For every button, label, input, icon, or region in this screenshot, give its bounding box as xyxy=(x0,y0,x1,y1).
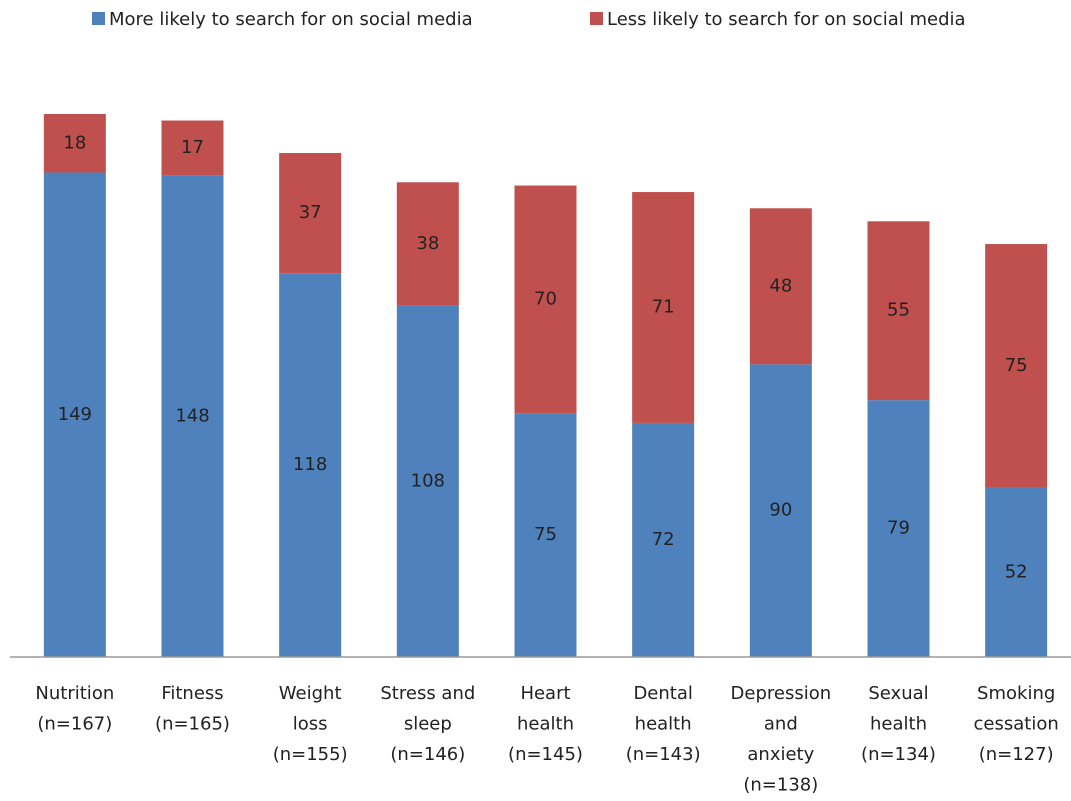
data-label: 108 xyxy=(411,470,445,491)
x-tick-label: health xyxy=(635,714,692,735)
bar-segment xyxy=(867,400,930,657)
bar-segment xyxy=(161,120,224,176)
x-tick-label: anxiety xyxy=(747,744,814,765)
data-label: 90 xyxy=(769,500,792,521)
bar-segment xyxy=(279,153,342,274)
bar-segment xyxy=(985,244,1048,488)
x-tick-label: Stress and xyxy=(380,683,475,704)
x-tick-label: Nutrition xyxy=(35,683,114,704)
x-tick-label: Sexual xyxy=(868,683,928,704)
x-tick-label: Weight xyxy=(279,683,342,704)
bar-segment xyxy=(632,422,695,657)
data-label: 18 xyxy=(63,132,86,153)
x-tick-label: (n=138) xyxy=(743,775,818,796)
bar-segment xyxy=(43,114,106,173)
bar-segment xyxy=(867,221,930,401)
data-label: 75 xyxy=(1005,355,1028,376)
x-tick-label: Smoking xyxy=(977,683,1055,704)
bar-segment xyxy=(43,172,106,657)
x-tick-label: (n=146) xyxy=(390,744,465,765)
bar-segment xyxy=(514,413,577,657)
x-tick-label: health xyxy=(870,714,927,735)
bar-segment xyxy=(514,185,577,414)
legend-label: Less likely to search for on social medi… xyxy=(607,9,966,30)
bar-segment xyxy=(749,208,812,365)
x-tick-label: cessation xyxy=(974,714,1059,735)
data-label: 55 xyxy=(887,300,910,321)
data-label: 148 xyxy=(175,405,209,426)
bar-segment xyxy=(279,273,342,657)
x-tick-label: Dental xyxy=(633,683,692,704)
data-label: 118 xyxy=(293,454,327,475)
data-label: 17 xyxy=(181,137,204,158)
x-tick-label: (n=134) xyxy=(861,744,936,765)
x-tick-label: loss xyxy=(293,714,328,735)
x-tick-label: (n=167) xyxy=(37,714,112,735)
data-label: 48 xyxy=(769,275,792,296)
data-label: 52 xyxy=(1005,561,1028,582)
bar-segment xyxy=(985,487,1048,657)
legend-swatch xyxy=(92,12,105,25)
x-tick-label: Depression xyxy=(731,683,832,704)
bar-segment xyxy=(632,192,695,423)
x-tick-label: (n=143) xyxy=(626,744,701,765)
x-tick-label: Fitness xyxy=(161,683,223,704)
x-tick-label: (n=145) xyxy=(508,744,583,765)
bar-segment xyxy=(749,364,812,657)
x-tick-label: (n=165) xyxy=(155,714,230,735)
x-tick-label: (n=127) xyxy=(979,744,1054,765)
x-tick-label: sleep xyxy=(404,714,452,735)
data-label: 70 xyxy=(534,288,557,309)
data-label: 71 xyxy=(652,296,675,317)
data-label: 38 xyxy=(416,233,439,254)
data-label: 79 xyxy=(887,518,910,539)
data-label: 149 xyxy=(58,404,92,425)
x-tick-label: health xyxy=(517,714,574,735)
x-tick-label: Heart xyxy=(520,683,570,704)
bar-segment xyxy=(161,175,224,657)
bar-segment xyxy=(396,305,459,657)
data-label: 75 xyxy=(534,524,557,545)
bar-segment xyxy=(396,182,459,306)
x-tick-label: (n=155) xyxy=(273,744,348,765)
x-tick-label: and xyxy=(764,714,798,735)
legend-label: More likely to search for on social medi… xyxy=(109,9,473,30)
legend-swatch xyxy=(590,12,603,25)
data-label: 37 xyxy=(299,202,322,223)
data-label: 72 xyxy=(652,529,675,550)
